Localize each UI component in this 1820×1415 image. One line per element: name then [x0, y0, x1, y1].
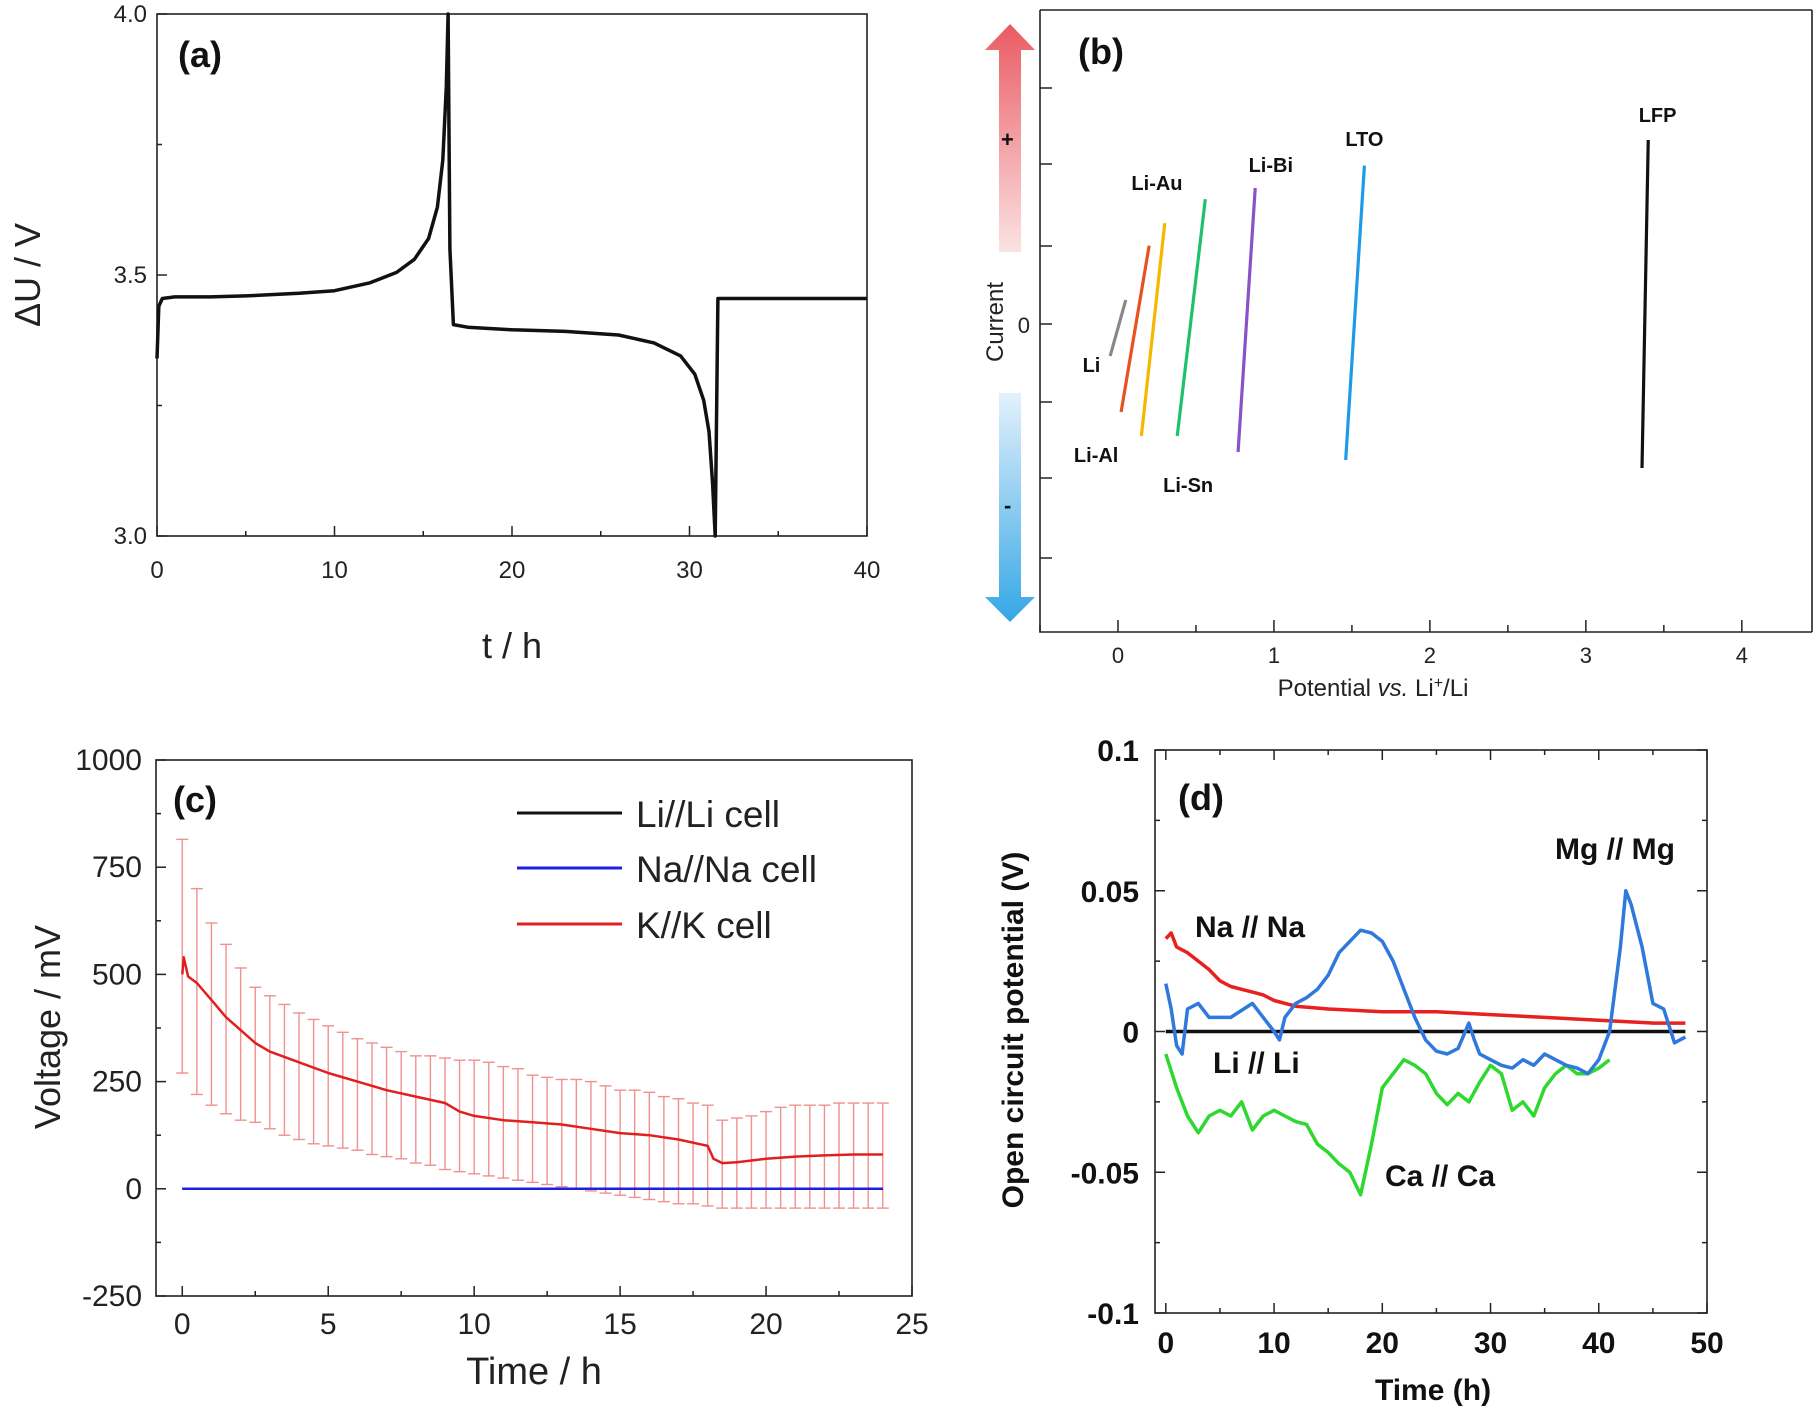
- panel-c-ylabel: Voltage / mV: [27, 925, 68, 1129]
- panel-c-k-line: [181, 955, 883, 1165]
- positive-current-arrow: [985, 24, 1035, 252]
- panel-b-line-li-au: [1139, 223, 1167, 437]
- panel-d-ylabel: Open circuit potential (V): [997, 852, 1030, 1209]
- panel-b-label-lto: LTO: [1345, 129, 1383, 151]
- panel-b-label-li-bi: Li-Bi: [1249, 155, 1293, 177]
- panel-c-xtick-label: 25: [895, 1308, 928, 1341]
- panel-c-xtick-label: 20: [749, 1308, 782, 1341]
- panel-a-label: (a): [178, 34, 222, 75]
- panel-c-ytick-label: -250: [82, 1280, 142, 1313]
- panel-b-label: (b): [1078, 31, 1124, 72]
- panel-a-xtick-label: 40: [854, 557, 881, 584]
- panel-c: 0 5 10 15 20 25 -250 0 250 500 750 1000 Li//Li cell…: [27, 744, 929, 1393]
- panel-b: + - Current 0 1 2 3 4 0 Li Li-Al Li-Au Li-Sn Li-…: [982, 9, 1813, 703]
- panel-c-legend: Li//Li cell Na//Na cell K//K cell: [517, 794, 817, 946]
- panel-b-xtick-label: 1: [1268, 643, 1280, 668]
- panel-a-frame: [156, 13, 868, 537]
- panel-a-xtick-label: 30: [676, 557, 703, 584]
- panel-d-ytick-label: -0.05: [1071, 1157, 1139, 1190]
- label-li-li: Li // Li: [1213, 1047, 1300, 1080]
- panel-d-xtick-label: 20: [1366, 1327, 1399, 1360]
- panel-b-xtick-label: 0: [1112, 643, 1124, 668]
- panel-c-ytick-label: 1000: [75, 744, 142, 777]
- panel-b-line-li-al: [1119, 245, 1151, 413]
- label-ca-ca: Ca // Ca: [1385, 1160, 1495, 1193]
- legend-label-li: Li//Li cell: [636, 794, 780, 835]
- panel-d-xtick-label: 50: [1690, 1327, 1723, 1360]
- panel-d: 0 10 20 30 40 50 -0.1 -0.05 0 0.05 0.1 (d) Na // N…: [997, 735, 1724, 1407]
- panel-d-ytick-label: 0.05: [1081, 876, 1139, 909]
- minus-sign: -: [1004, 493, 1011, 518]
- panel-c-ytick-label: 500: [92, 958, 142, 991]
- panel-b-label-li-au: Li-Au: [1131, 173, 1182, 195]
- panel-b-xtick-label: 2: [1424, 643, 1436, 668]
- panel-b-line-lto: [1344, 165, 1366, 461]
- panel-a-ytick-label: 3.5: [114, 262, 147, 289]
- panel-d-mg-line: [1164, 889, 1687, 1076]
- panel-a-ylabel: ΔU / V: [7, 223, 48, 327]
- label-mg-mg: Mg // Mg: [1555, 833, 1675, 866]
- panel-b-y-zero-label: 0: [1018, 313, 1030, 338]
- panel-d-label: (d): [1178, 777, 1224, 818]
- panel-b-line-lfp: [1640, 139, 1650, 469]
- panel-d-ytick-label: 0.1: [1097, 735, 1139, 768]
- panel-a-xtick-label: 10: [321, 557, 348, 584]
- panel-b-axes: [1039, 10, 1812, 633]
- panel-b-xlabel: Potential vs. Li+/Li: [1278, 675, 1469, 703]
- panel-c-ytick-label: 250: [92, 1066, 142, 1099]
- panel-b-line-li-sn: [1175, 199, 1207, 437]
- panel-d-xtick-label: 10: [1257, 1327, 1290, 1360]
- panel-d-xlabel: Time (h): [1375, 1374, 1491, 1407]
- panel-d-ca-line: [1164, 1053, 1611, 1197]
- panel-a-xlabel: t / h: [482, 625, 542, 666]
- panel-a: 0 10 20 30 40 3.0 3.5 4.0 (a) t / h ΔU / V: [7, 1, 880, 666]
- panel-b-xtick-label: 4: [1736, 643, 1748, 668]
- legend-label-k: K//K cell: [636, 905, 772, 946]
- panel-d-ytick-label: 0: [1122, 1017, 1139, 1050]
- panel-a-xtick-label: 0: [150, 557, 163, 584]
- negative-current-arrow: [985, 393, 1035, 622]
- panel-d-xtick-label: 0: [1157, 1327, 1174, 1360]
- panel-b-label-li-sn: Li-Sn: [1163, 475, 1213, 497]
- panel-c-ytick-label: 750: [92, 851, 142, 884]
- panel-d-ytick-label: -0.1: [1087, 1298, 1139, 1331]
- panel-d-na-line: [1164, 931, 1686, 1025]
- panel-b-label-lfp: LFP: [1639, 105, 1677, 127]
- panel-b-ylabel: Current: [982, 282, 1009, 362]
- panel-d-xtick-label: 30: [1474, 1327, 1507, 1360]
- panel-c-xtick-label: 15: [603, 1308, 636, 1341]
- panel-c-xlabel: Time / h: [466, 1351, 602, 1393]
- panel-a-series-line: [155, 12, 867, 538]
- panel-b-label-li-al: Li-Al: [1074, 445, 1118, 467]
- legend-label-na: Na//Na cell: [636, 849, 817, 890]
- plus-sign: +: [1001, 127, 1014, 152]
- panel-c-ytick-label: 0: [125, 1173, 142, 1206]
- panel-b-line-li-bi: [1236, 187, 1257, 453]
- panel-c-label: (c): [173, 779, 217, 820]
- panel-a-ytick-label: 4.0: [114, 1, 147, 28]
- panel-b-xtick-label: 3: [1580, 643, 1592, 668]
- panel-c-xtick-label: 5: [320, 1308, 337, 1341]
- panel-b-label-li: Li: [1083, 355, 1101, 377]
- panel-c-xtick-label: 10: [457, 1308, 490, 1341]
- label-na-na: Na // Na: [1195, 911, 1305, 944]
- panel-b-line-li: [1108, 299, 1128, 357]
- panel-a-ytick-label: 3.0: [114, 523, 147, 550]
- panel-c-xtick-label: 0: [174, 1308, 191, 1341]
- panel-a-xtick-label: 20: [499, 557, 526, 584]
- panel-d-xtick-label: 40: [1582, 1327, 1615, 1360]
